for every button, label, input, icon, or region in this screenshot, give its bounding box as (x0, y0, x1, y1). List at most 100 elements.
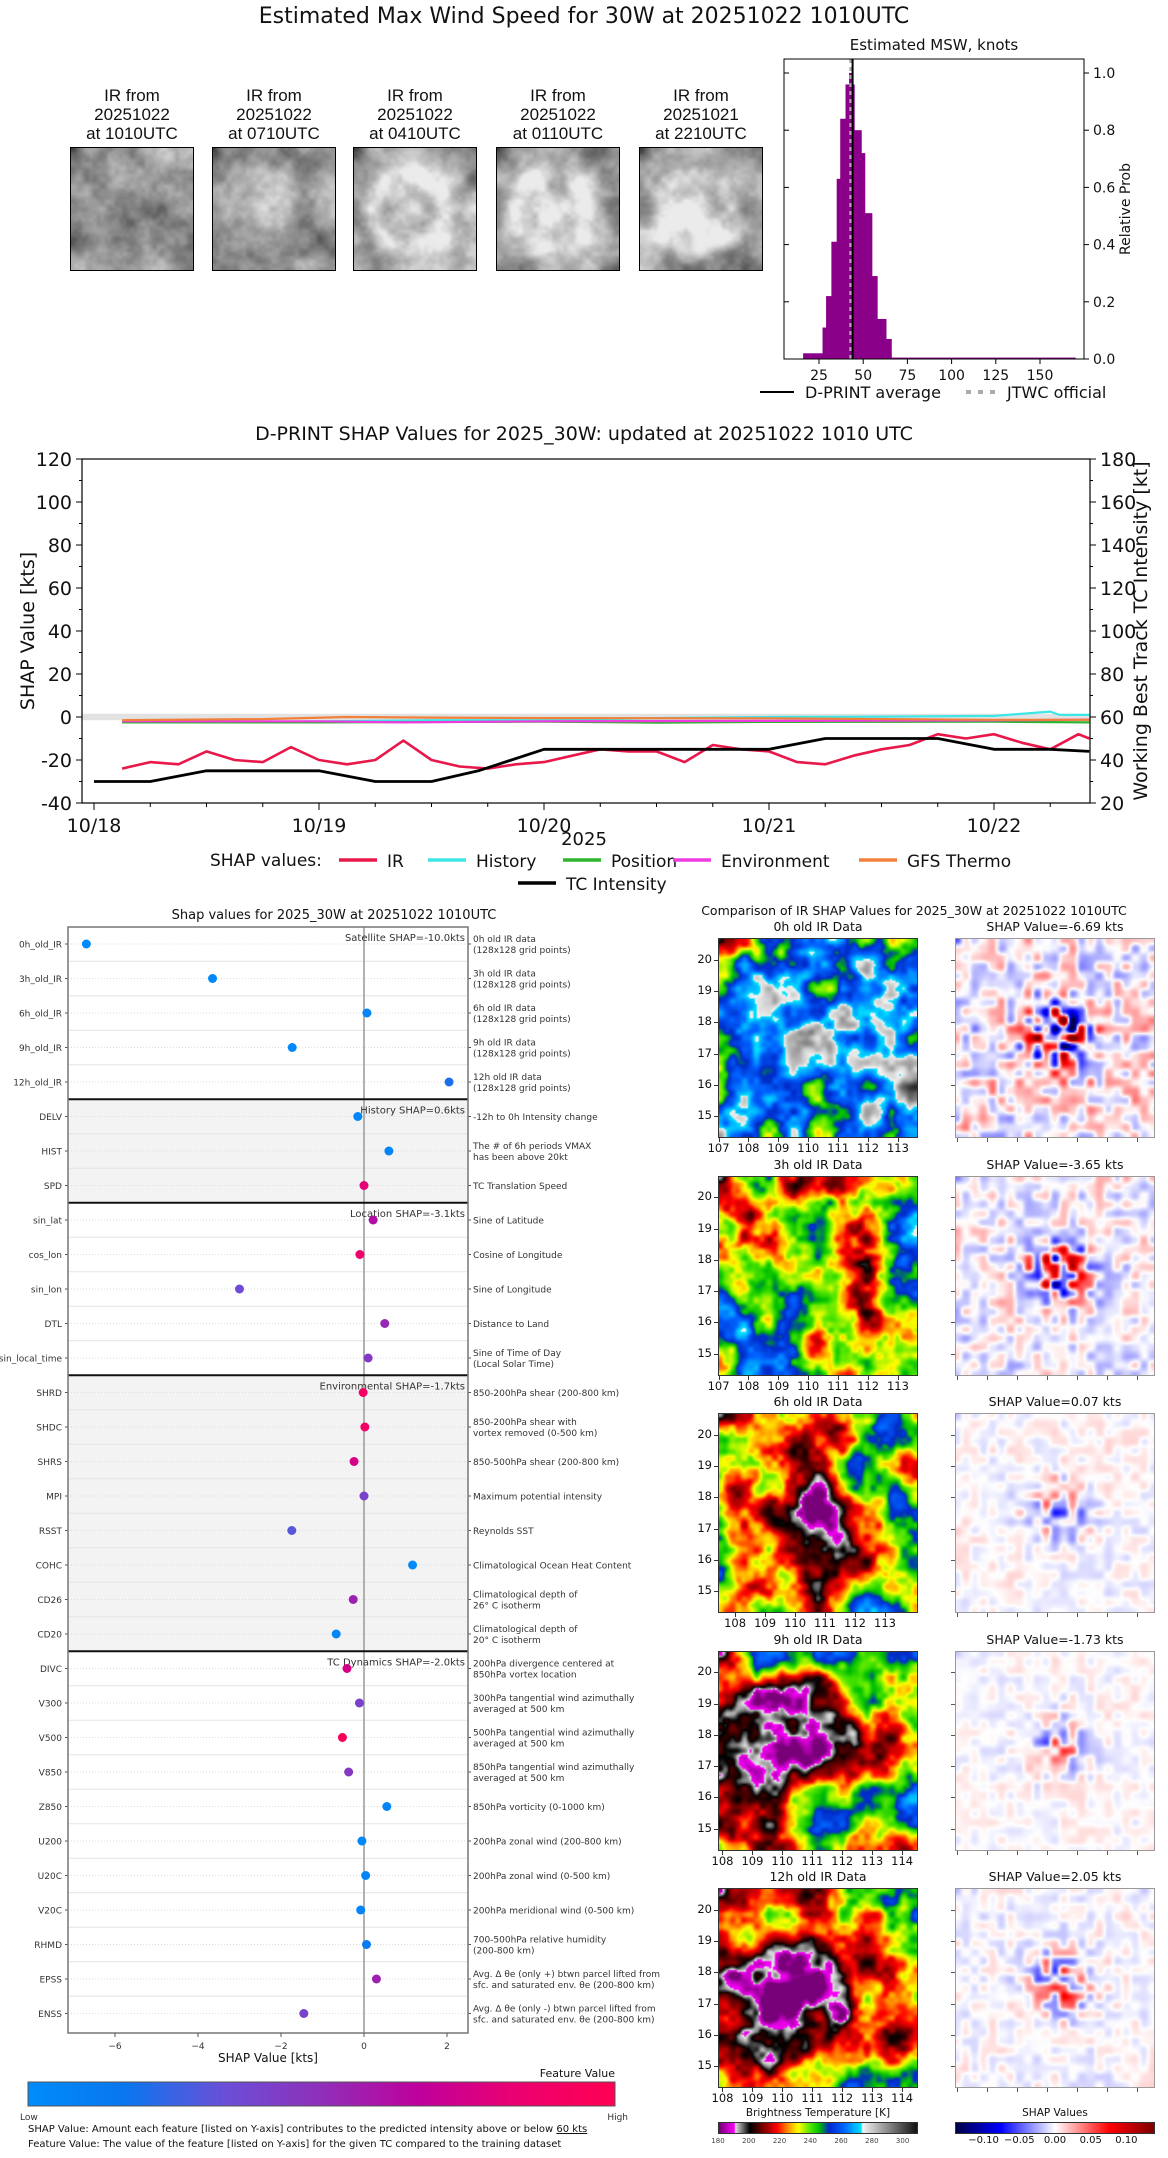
shap-dot-mpi (359, 1491, 369, 1501)
feature-description: (128x128 grid points) (473, 981, 571, 991)
ir-tick-mark (842, 1850, 844, 1855)
lat-tick-label: 18 (697, 1964, 712, 1979)
shap-dot-spd (359, 1181, 369, 1190)
y-tick-label-right: 140 (1100, 535, 1136, 557)
thumbnail-title: IR from 20251022 at 0710UTC (199, 86, 349, 143)
lat-tick-label: 20 (697, 1426, 712, 1441)
shap-map-tick (1107, 1850, 1108, 1855)
ir-tick-mark (714, 1353, 718, 1355)
footnote-shap: SHAP Value: Amount each feature [listed … (28, 2124, 587, 2135)
ir-tick-mark (872, 1850, 874, 1855)
ir-tick-mark (714, 991, 718, 993)
lon-tick-label: 110 (797, 1141, 820, 1155)
dot-plot-title: Shap values for 2025_30W at 20251022 101… (172, 908, 497, 923)
histogram-bar (836, 178, 841, 359)
shap-map-tick (951, 1228, 955, 1230)
thumbnail-title-line: at 0110UTC (512, 124, 604, 143)
ir-tick-mark (714, 1909, 718, 1911)
lat-tick-label: 17 (697, 1758, 712, 1773)
group-shap-label: TC Dynamics SHAP=-2.0kts (326, 1657, 465, 1668)
ir-thumbnail-image (496, 147, 620, 271)
legend-label: Position (611, 852, 677, 872)
shap-map-tick (1137, 1850, 1138, 1855)
bt-colorbar-tick-label: 260 (834, 2137, 848, 2145)
shap-map-tick (951, 2066, 955, 2068)
feature-label: 9h_old_IR (19, 1044, 62, 1054)
shap-map-tick (957, 1375, 958, 1380)
legend-jtwc-label: JTWC official (1006, 383, 1106, 402)
shap-map-tick (951, 1084, 955, 1086)
feature-description: Cosine of Longitude (473, 1251, 563, 1261)
shap-map-tick (951, 2003, 955, 2005)
lon-tick-label: 111 (801, 2091, 824, 2105)
feature-description: (Local Solar Time) (473, 1360, 554, 1370)
feature-label: SPD (44, 1182, 62, 1192)
feature-label: DTL (45, 1320, 62, 1330)
shap-map-tick (1017, 1375, 1018, 1380)
lat-tick-label: 19 (697, 1933, 712, 1948)
histogram-x-tick-label: 75 (898, 368, 916, 384)
shap-map-tick (1077, 1850, 1078, 1855)
feature-description: 850hPa tangential wind azimuthally (473, 1763, 635, 1773)
ir-tick-mark (778, 1138, 780, 1142)
shap-dot-cohc (408, 1560, 418, 1570)
lat-tick-label: 16 (697, 1314, 712, 1329)
feature-description: 850hPa vorticity (0-1000 km) (473, 1803, 605, 1813)
lon-tick-label: 113 (861, 1853, 884, 1868)
legend-label: TC Intensity (565, 875, 667, 895)
feature-description: 500hPa tangential wind azimuthally (473, 1729, 635, 1739)
ir-tick-mark (714, 1053, 718, 1055)
thumbnail-title: IR from 20251022 at 0410UTC (340, 86, 490, 143)
lat-tick-label: 20 (697, 951, 712, 966)
shap-map-tick (957, 2088, 958, 2092)
shap-dot-delv (353, 1112, 363, 1121)
feature-description: 0h old IR data (473, 935, 536, 945)
shap-dot-cos_lon (355, 1250, 365, 1259)
feature-label: MPI (46, 1493, 62, 1503)
histogram-y-label: Relative Prob (1118, 163, 1134, 255)
feature-label: CD20 (37, 1631, 62, 1641)
ir-thumbnail-image (212, 147, 336, 271)
thumbnail-title-line: IR from (530, 86, 586, 105)
feature-label: sin_lon (31, 1286, 62, 1296)
group-shap-label: Environmental SHAP=-1.7kts (320, 1381, 466, 1392)
feature-description: 850-200hPa shear (200-800 km) (473, 1389, 619, 1399)
ir-thumbnail-image (70, 147, 194, 271)
ir-tick-mark (714, 1766, 718, 1768)
y-axis-label-left: SHAP Value [kts] (17, 552, 39, 710)
shap-map-tick (1047, 1850, 1048, 1855)
ir-tick-mark (812, 1850, 814, 1855)
ir-tick-mark (868, 1375, 870, 1380)
shap-map-tick (951, 1022, 955, 1024)
shap-heatmap (955, 938, 1155, 1138)
ir-tick-mark (808, 1138, 810, 1142)
shap-map-tick (957, 1138, 958, 1142)
histogram-bar (864, 213, 873, 359)
lat-tick-label: 17 (697, 1045, 712, 1060)
shap-map-tick (951, 1259, 955, 1261)
ir-tick-mark (714, 1672, 718, 1674)
thumbnail-title-line: 20251022 (94, 105, 170, 124)
histogram-x-tick-label: 125 (982, 368, 1009, 384)
shap-dot-z850 (382, 1802, 392, 1811)
dot-plot-x-label: SHAP Value [kts] (218, 2051, 318, 2065)
group-shap-label: History SHAP=0.6kts (360, 1105, 465, 1116)
shap-map-tick (951, 1434, 955, 1436)
histogram-y-tick-label: 1.0 (1093, 66, 1115, 82)
dot-plot-axes-frame (67, 926, 469, 2034)
shap-map-tick (1017, 1850, 1018, 1855)
histogram-bar (877, 318, 887, 359)
feature-label: V500 (39, 1734, 63, 1744)
legend-label: IR (387, 852, 404, 872)
feature-label: SHDC (36, 1424, 62, 1434)
ir-tick-mark (714, 1972, 718, 1974)
thumbnail-title-line: 20251022 (236, 105, 312, 124)
ir-tick-mark (782, 1850, 784, 1855)
histogram-bar (886, 338, 892, 359)
colorbar-low-label: Low (20, 2113, 38, 2123)
lat-tick-label: 17 (697, 1520, 712, 1535)
ir-map-title: 0h old IR Data (773, 919, 863, 934)
shap-map-tick (1047, 1138, 1048, 1142)
lon-tick-label: 114 (891, 2091, 914, 2105)
histogram-bar (852, 84, 855, 359)
